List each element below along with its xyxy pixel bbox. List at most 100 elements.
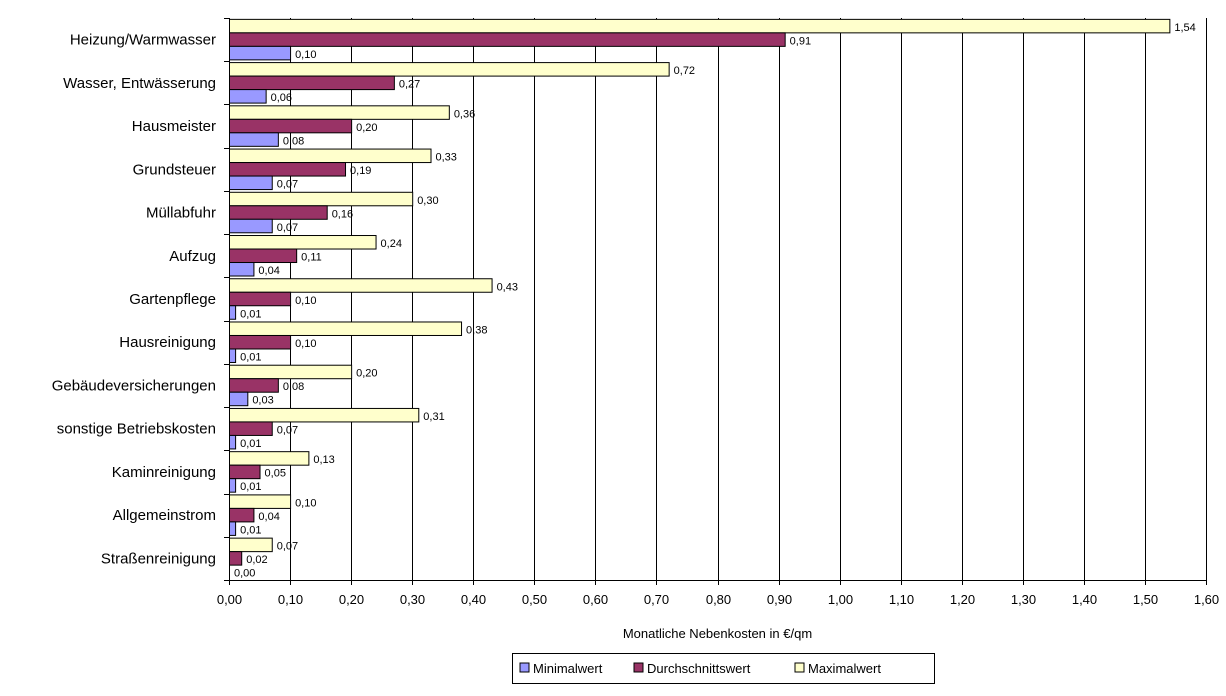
x-tick-label: 1,60 — [1194, 592, 1219, 607]
category-label: Heizung/Warmwasser — [70, 32, 216, 49]
x-axis-title: Monatliche Nebenkosten in €/qm — [623, 626, 812, 641]
bar-durchschnittswert — [229, 551, 243, 566]
bar-maximalwert — [229, 105, 450, 120]
data-labels: 1,54 0,91 0,10 0,72 0,27 0,06 0,36 0,20 0,08 0,33… — [234, 22, 1196, 580]
data-label: 0,43 — [497, 281, 518, 293]
bar-maximalwert — [229, 364, 353, 380]
data-label: 0,02 — [246, 554, 267, 566]
bar-maximalwert — [229, 537, 273, 553]
data-label: 0,01 — [240, 351, 261, 363]
x-tick-label: 0,00 — [217, 592, 242, 607]
bar-maximalwert — [229, 407, 420, 423]
category-label: Aufzug — [169, 248, 216, 265]
bar-durchschnittswert — [229, 334, 292, 350]
bar-minimalwert — [229, 45, 292, 61]
data-label: 0,10 — [295, 295, 316, 307]
bar-durchschnittswert — [229, 75, 395, 91]
legend-swatch — [633, 662, 644, 673]
data-label: 0,30 — [417, 195, 438, 207]
data-label: 0,38 — [466, 324, 487, 336]
x-tick-label: 1,00 — [828, 592, 853, 607]
bar-minimalwert — [229, 391, 249, 407]
data-label: 0,72 — [674, 65, 695, 77]
data-label: 0,08 — [283, 381, 304, 393]
data-label: 1,54 — [1174, 22, 1195, 34]
bar-maximalwert — [229, 191, 414, 207]
category-label: Gebäudeversicherungen — [52, 377, 216, 394]
bar-maximalwert — [229, 18, 1171, 34]
category-label: Wasser, Entwässerung — [63, 75, 216, 92]
data-label: 0,24 — [381, 238, 402, 250]
bar-maximalwert — [229, 278, 493, 293]
data-label: 0,08 — [283, 135, 304, 147]
legend-swatch — [794, 662, 805, 673]
category-label: sonstige Betriebskosten — [57, 421, 216, 438]
bar-minimalwert — [229, 218, 273, 234]
bars — [224, 18, 1171, 581]
x-tick-label: 0,20 — [339, 592, 364, 607]
legend-entry: Minimalwert — [533, 661, 603, 676]
category-label: Müllabfuhr — [146, 205, 216, 222]
bar-durchschnittswert — [229, 32, 786, 47]
category-label: Gartenpflege — [129, 291, 216, 308]
x-tick-label: 0,10 — [278, 592, 303, 607]
data-label: 0,04 — [258, 511, 279, 523]
category-label: Hausmeister — [132, 118, 216, 135]
x-tick-label: 1,10 — [889, 592, 914, 607]
bar-minimalwert — [229, 348, 237, 363]
data-label: 0,07 — [277, 424, 298, 436]
x-tick-label: 1,40 — [1072, 592, 1097, 607]
data-label: 0,07 — [277, 222, 298, 234]
x-tick-labels: 0,00 0,10 0,20 0,30 0,40 0,50 0,60 0,70 0,80 0,90… — [217, 592, 1219, 607]
data-label: 0,11 — [301, 252, 322, 264]
x-tick-label: 0,80 — [706, 592, 731, 607]
x-tick-label: 1,20 — [950, 592, 975, 607]
bar-durchschnittswert — [229, 291, 292, 307]
bar-maximalwert — [229, 235, 377, 250]
category-label: Kaminreinigung — [112, 464, 216, 481]
data-label: 0,91 — [790, 35, 811, 47]
category-label: Hausreinigung — [119, 334, 216, 351]
data-label: 0,05 — [265, 468, 286, 480]
data-label: 0,10 — [295, 49, 316, 61]
bar-maximalwert — [229, 451, 310, 466]
data-label: 0,10 — [295, 497, 316, 509]
grid-lines — [229, 18, 1207, 585]
x-tick-label: 0,30 — [400, 592, 425, 607]
bar-durchschnittswert — [229, 507, 255, 523]
data-label: 0,06 — [271, 92, 292, 104]
bar-minimalwert — [229, 521, 237, 536]
data-label: 0,01 — [240, 438, 261, 450]
data-label: 0,27 — [399, 79, 420, 91]
x-tick-label: 0,40 — [461, 592, 486, 607]
bar-minimalwert — [229, 132, 279, 147]
data-label: 0,10 — [295, 338, 316, 350]
bar-durchschnittswert — [229, 248, 298, 264]
bar-minimalwert — [229, 478, 237, 493]
data-label: 0,01 — [240, 308, 261, 320]
category-label: Allgemeinstrom — [113, 507, 216, 524]
data-label: 0,20 — [356, 122, 377, 134]
data-label: 0,20 — [356, 368, 377, 380]
data-label: 0,07 — [277, 179, 298, 191]
bar-minimalwert — [229, 262, 255, 277]
bar-minimalwert — [229, 175, 273, 191]
bar-minimalwert — [229, 305, 237, 320]
data-label: 0,16 — [332, 208, 353, 220]
bar-maximalwert — [229, 321, 463, 336]
legend-entry: Maximalwert — [808, 661, 881, 676]
x-tick-label: 0,60 — [583, 592, 608, 607]
data-label: 0,03 — [252, 395, 273, 407]
data-label: 0,01 — [240, 481, 261, 493]
x-tick-label: 0,50 — [522, 592, 547, 607]
legend-swatch — [519, 662, 530, 673]
x-tick-label: 1,50 — [1133, 592, 1158, 607]
bar-minimalwert — [229, 434, 237, 450]
data-label: 0,00 — [234, 568, 255, 580]
x-tick-label: 0,90 — [767, 592, 792, 607]
x-tick-label: 1,30 — [1011, 592, 1036, 607]
bar-minimalwert — [229, 89, 267, 104]
bar-maximalwert — [229, 494, 292, 509]
category-label: Grundsteuer — [133, 161, 216, 178]
